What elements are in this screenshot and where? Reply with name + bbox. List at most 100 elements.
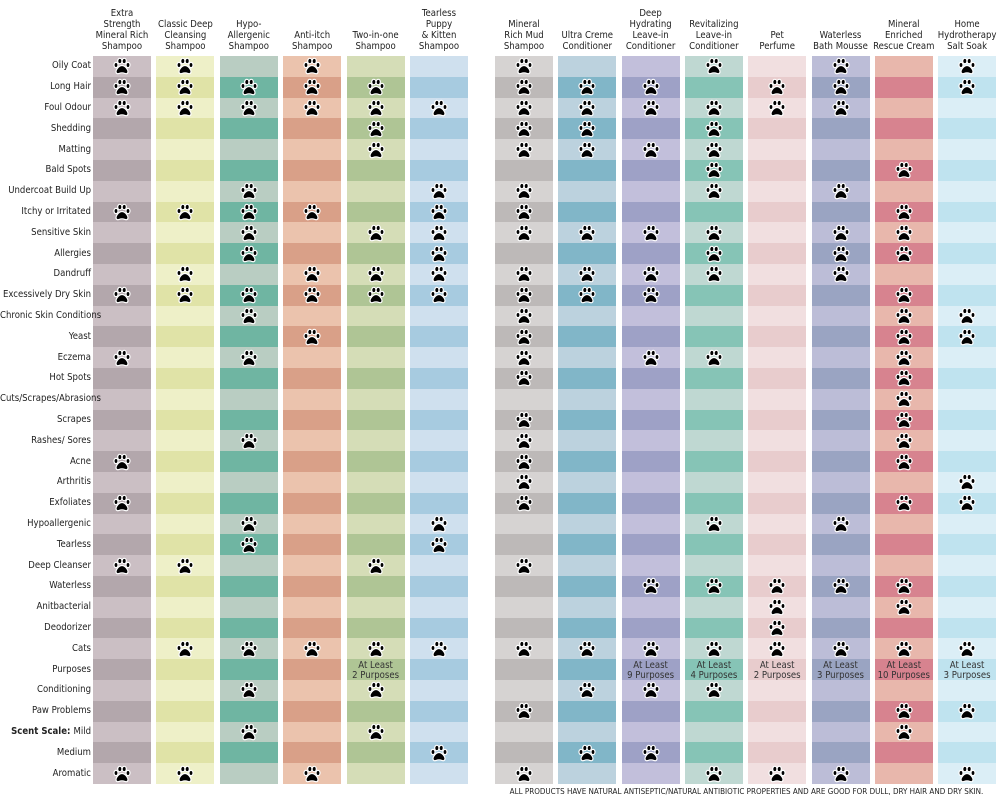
table-cell	[811, 430, 870, 452]
table-cell	[156, 430, 215, 452]
table-cell	[93, 264, 151, 286]
purposes-count: At Least 9 Purposes	[627, 659, 675, 682]
table-cell	[219, 596, 278, 619]
paw-print-icon	[641, 78, 661, 96]
table-cell	[410, 492, 468, 515]
table-cell	[621, 659, 680, 681]
table-cell	[283, 139, 342, 161]
paw-print-icon	[767, 598, 787, 616]
row-label: Dandruff	[0, 268, 91, 279]
table-cell	[219, 264, 278, 286]
table-cell	[346, 596, 405, 619]
table-cell	[558, 368, 617, 390]
paw-print-icon	[957, 494, 977, 512]
table-cell	[621, 451, 680, 473]
table-cell	[156, 118, 215, 140]
row-label-text: Cuts/Scrapes/Abrasions	[0, 393, 101, 405]
table-cell	[558, 576, 617, 598]
paw-print-icon	[641, 577, 661, 595]
row-label-text: Sensitive Skin	[31, 226, 91, 238]
row-label-text: Tearless	[56, 538, 91, 550]
table-cell	[156, 617, 215, 639]
column-header: Home Hydrotherapy Salt Soak	[937, 19, 997, 52]
table-cell	[621, 617, 680, 639]
table-cell	[748, 160, 807, 182]
table-cell	[938, 659, 997, 681]
paw-print-icon	[894, 203, 914, 221]
paw-print-icon	[239, 681, 259, 699]
table-cell	[283, 388, 342, 411]
paw-print-icon	[112, 78, 132, 96]
paw-print-icon	[514, 494, 534, 512]
table-cell	[811, 326, 870, 348]
table-cell	[938, 596, 997, 619]
table-cell	[748, 513, 807, 535]
table-cell	[410, 472, 468, 494]
paw-print-icon	[831, 765, 851, 783]
table-cell	[93, 534, 151, 556]
table-cell	[684, 742, 743, 764]
table-cell	[219, 576, 278, 598]
table-cell	[558, 659, 617, 681]
table-cell	[684, 76, 743, 99]
table-cell	[621, 596, 680, 619]
row-label: Arthritis	[0, 476, 91, 487]
paw-print-icon	[704, 681, 724, 699]
row-label-text: Acne	[69, 455, 91, 467]
product-column	[410, 56, 468, 785]
table-cell	[93, 659, 151, 681]
table-cell	[748, 451, 807, 473]
product-column	[558, 56, 617, 785]
table-cell	[346, 409, 405, 431]
table-cell	[558, 763, 617, 785]
table-cell	[938, 264, 997, 286]
paw-print-icon	[957, 765, 977, 783]
paw-print-icon	[514, 411, 534, 429]
paw-print-icon	[514, 473, 534, 491]
table-cell	[219, 388, 278, 411]
paw-print-icon	[514, 640, 534, 658]
paw-print-icon	[366, 723, 386, 741]
paw-print-icon	[831, 182, 851, 200]
row-label: Hypoallergenic	[0, 518, 91, 529]
table-cell	[156, 160, 215, 182]
paw-print-icon	[366, 224, 386, 242]
row-label: Sensitive Skin	[0, 227, 91, 238]
table-cell	[219, 472, 278, 494]
paw-print-icon	[767, 640, 787, 658]
table-cell	[495, 680, 553, 702]
table-cell	[219, 659, 278, 681]
paw-print-icon	[302, 203, 322, 221]
paw-print-icon	[831, 224, 851, 242]
row-label-text: Oily Coat	[51, 60, 91, 72]
paw-print-icon	[704, 161, 724, 179]
paw-print-icon	[429, 203, 449, 221]
table-cell	[874, 472, 933, 494]
paw-print-icon	[894, 224, 914, 242]
table-cell	[346, 56, 405, 78]
paw-print-icon	[112, 349, 132, 367]
row-label: Chronic Skin Conditions	[0, 310, 101, 321]
table-cell	[621, 721, 680, 743]
table-cell	[410, 721, 468, 743]
table-cell	[346, 180, 405, 203]
table-cell	[748, 243, 807, 265]
table-cell	[156, 721, 215, 743]
table-cell	[93, 139, 151, 161]
paw-print-icon	[175, 640, 195, 658]
paw-print-icon	[577, 265, 597, 283]
paw-print-icon	[302, 640, 322, 658]
paw-print-icon	[704, 120, 724, 138]
table-cell	[219, 409, 278, 431]
paw-print-icon	[429, 536, 449, 554]
paw-print-icon	[641, 681, 661, 699]
column-header: Hypo- Allergenic Shampoo	[227, 19, 270, 52]
table-cell	[938, 534, 997, 556]
row-label: Conditioning	[0, 684, 91, 695]
table-cell	[621, 56, 680, 78]
paw-print-icon	[429, 265, 449, 283]
table-cell	[283, 347, 342, 369]
row-label-text: Matting	[58, 143, 91, 155]
table-cell	[346, 368, 405, 390]
row-label-text: Medium	[56, 746, 91, 758]
